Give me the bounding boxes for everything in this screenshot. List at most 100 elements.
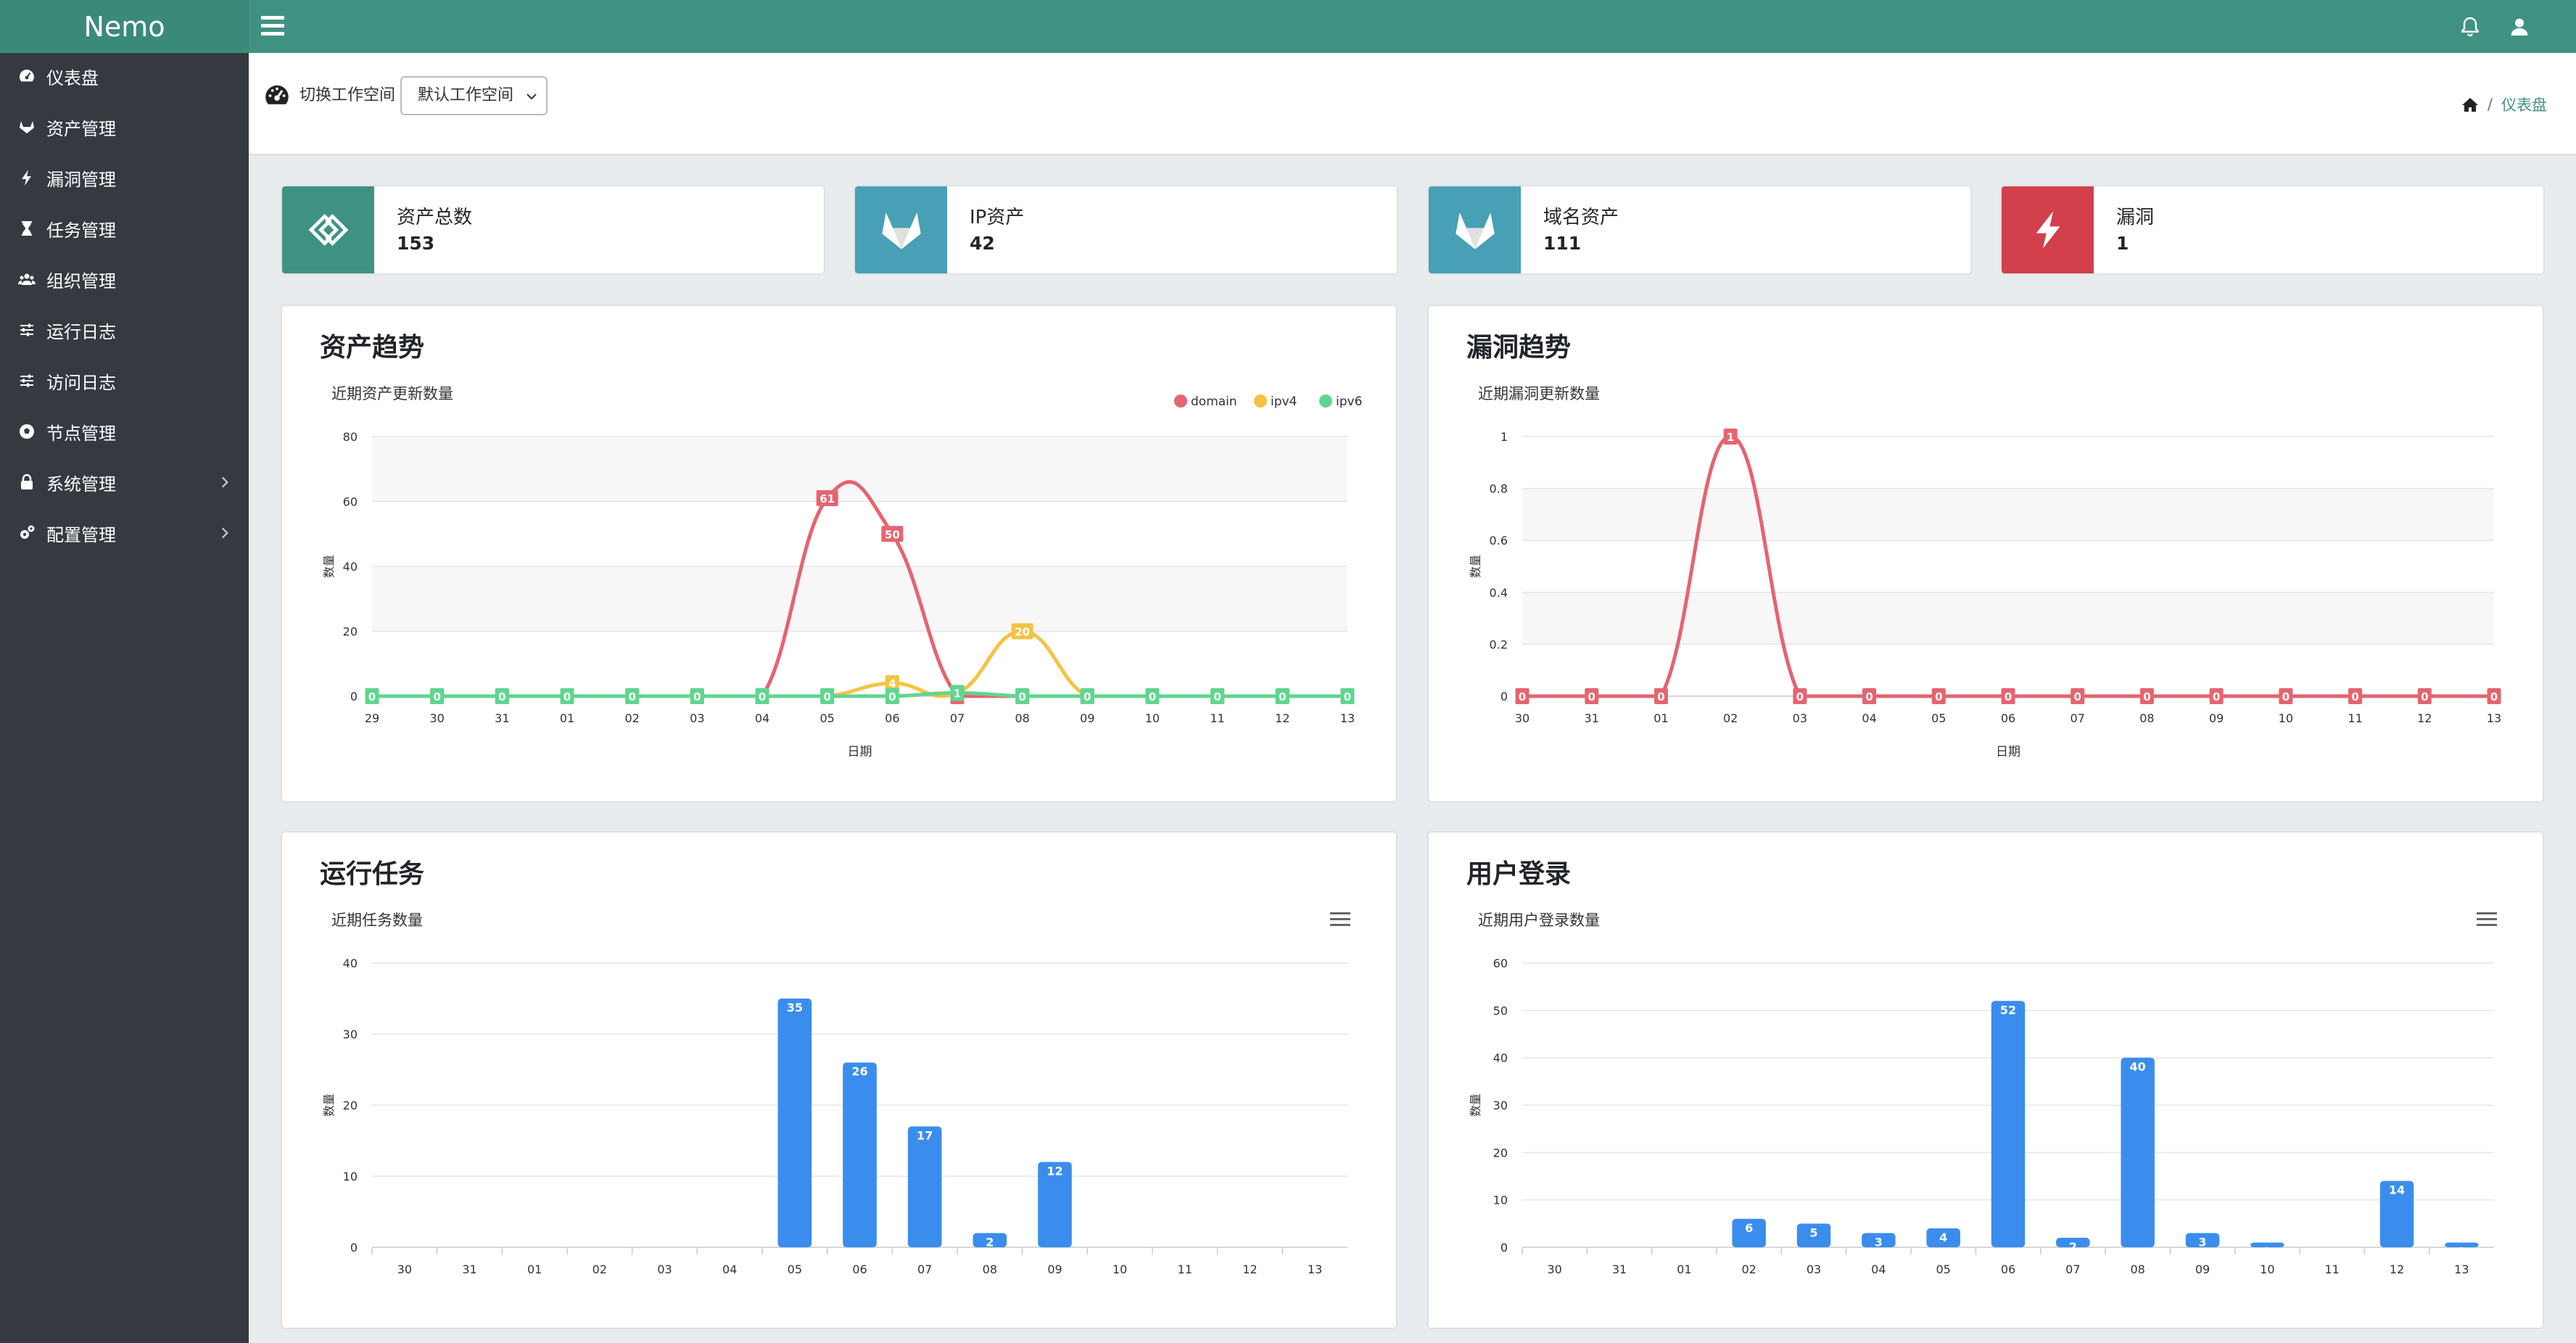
y-tick-label: 80 (343, 430, 358, 444)
x-tick-label: 13 (1340, 711, 1355, 725)
chart-subtitle: 近期任务数量 (331, 912, 423, 929)
bar-value-label: 26 (851, 1065, 867, 1078)
sidebar-item-9[interactable]: 系统管理 (0, 457, 249, 508)
series-line (372, 691, 1347, 698)
x-tick-label: 06 (852, 1263, 867, 1276)
sidebar-item-2[interactable]: 资产管理 (0, 102, 249, 152)
workspace-select[interactable]: 默认工作空间 (400, 76, 548, 115)
data-label: 0 (2213, 690, 2220, 703)
sidebar-item-4[interactable]: 任务管理 (0, 203, 249, 254)
y-tick-label: 0.6 (1490, 534, 1508, 547)
stat-value: 1 (2116, 233, 2129, 254)
user-login-card: 用户登录 近期用户登录数量 0 10 20 30 40 50 60 数量 30 31 01 02 03 04… (1429, 832, 2543, 1328)
data-label: 50 (885, 528, 900, 541)
workspace-label: 切换工作空间 (300, 86, 396, 104)
x-axis-label: 日期 (1996, 745, 2020, 759)
gitlab-icon (1429, 186, 1521, 273)
sidebar-item-5[interactable]: 组织管理 (0, 254, 249, 305)
y-tick-label: 30 (1493, 1099, 1508, 1112)
x-tick-label: 11 (2324, 1263, 2339, 1276)
x-tick-label: 13 (1308, 1263, 1322, 1276)
user-icon[interactable] (2508, 15, 2531, 39)
data-label: 0 (888, 690, 896, 703)
x-tick-label: 31 (1612, 1263, 1627, 1276)
bar (2445, 1242, 2479, 1247)
stat-value: 111 (1543, 233, 1582, 254)
x-tick-label: 07 (917, 1263, 932, 1276)
y-tick-label: 20 (343, 1099, 358, 1112)
x-tick-label: 07 (2065, 1263, 2080, 1276)
data-label: 0 (693, 690, 701, 703)
data-label: 0 (1279, 690, 1286, 703)
bar (1732, 1218, 1766, 1247)
x-tick-label: 31 (1585, 711, 1599, 725)
x-tick-label: 05 (788, 1263, 802, 1276)
data-point (1145, 688, 1160, 704)
data-point (1515, 688, 1530, 704)
sidebar-item-3[interactable]: 漏洞管理 (0, 152, 249, 203)
sidebar-item-7[interactable]: 访问日志 (0, 355, 249, 406)
sidebar-item-label: 资产管理 (46, 118, 116, 139)
x-tick-label: 10 (2279, 711, 2293, 725)
data-point (2001, 688, 2015, 704)
y-tick-label: 10 (1493, 1194, 1508, 1207)
data-label: 0 (2005, 690, 2012, 703)
sidebar-item-10[interactable]: 配置管理 (0, 508, 249, 558)
brand-logo[interactable]: Nemo (0, 0, 249, 53)
legend-marker (1174, 394, 1187, 408)
bell-icon[interactable] (2459, 15, 2482, 39)
x-tick-label: 30 (1515, 711, 1530, 725)
sidebar-item-8[interactable]: 节点管理 (0, 406, 249, 457)
data-point (1080, 688, 1094, 704)
x-tick-label: 31 (495, 711, 509, 725)
data-point (690, 688, 704, 704)
data-point (1723, 429, 1738, 445)
data-label: 0 (1213, 690, 1221, 703)
data-label: 0 (2073, 690, 2081, 703)
y-tick-label: 10 (343, 1170, 358, 1183)
x-tick-label: 02 (593, 1263, 607, 1276)
chevron-down-icon (527, 94, 537, 100)
bar-value-label: 12 (1046, 1164, 1062, 1178)
data-point (430, 688, 445, 704)
hourglass-icon (17, 219, 36, 238)
y-tick-label: 20 (1493, 1146, 1508, 1160)
x-tick-label: 07 (950, 711, 965, 725)
y-tick-label: 60 (343, 495, 358, 509)
data-point (816, 490, 838, 507)
x-tick-label: 10 (2260, 1263, 2274, 1276)
cogs-icon (17, 524, 36, 542)
x-tick-label: 11 (1210, 711, 1224, 725)
x-tick-label: 04 (1871, 1263, 1886, 1276)
sidebar-item-label: 访问日志 (46, 372, 116, 393)
data-label: 61 (820, 492, 835, 505)
data-point (950, 685, 965, 701)
sidebar: 仪表盘资产管理漏洞管理 任务管理组织管理运行日志访问日志节点管理系统管理配置管理 (0, 53, 249, 1343)
data-point (365, 688, 379, 704)
stat-label: 漏洞 (2116, 207, 2155, 228)
y-tick-label: 50 (1493, 1004, 1508, 1017)
bar-value-label: 2 (2069, 1240, 2077, 1254)
x-tick-label: 09 (2209, 711, 2224, 725)
sidebar-item-6[interactable]: 运行日志 (0, 305, 249, 355)
x-tick-label: 06 (2001, 711, 2015, 725)
data-point (2071, 688, 2085, 704)
bar (1796, 1223, 1831, 1247)
sidebar-item-label: 系统管理 (46, 474, 116, 495)
sidebar-item-label: 节点管理 (46, 423, 116, 444)
home-icon[interactable] (2461, 96, 2479, 112)
data-label: 0 (2351, 690, 2358, 703)
chart-menu-icon[interactable] (2477, 912, 2497, 928)
chart-menu-icon[interactable] (1330, 912, 1350, 928)
chart-subtitle: 近期用户登录数量 (1478, 912, 1600, 929)
sidebar-item-1[interactable]: 仪表盘 (0, 51, 249, 102)
bar (2056, 1237, 2090, 1247)
data-point (1654, 688, 1668, 704)
data-label: 0 (1519, 690, 1526, 703)
data-point (2279, 688, 2293, 704)
x-tick-label: 06 (885, 711, 899, 725)
sidebar-item-label: 组织管理 (46, 270, 116, 292)
x-tick-label: 09 (2195, 1263, 2210, 1276)
sidebar-toggle-icon[interactable] (261, 16, 284, 36)
